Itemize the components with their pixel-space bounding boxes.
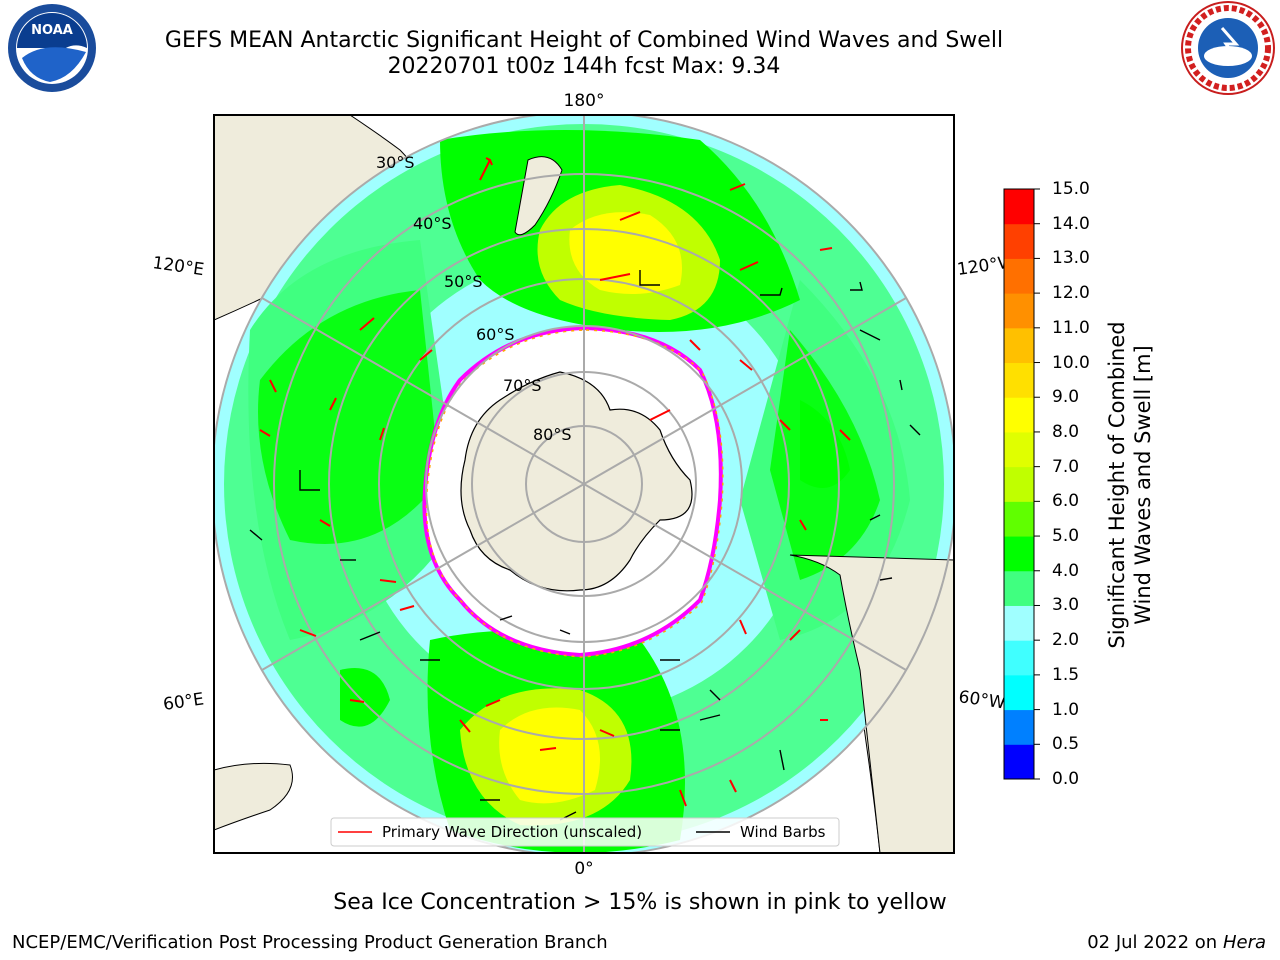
- colorbar-border: [1003, 188, 1035, 780]
- wind-barbs: [249, 270, 921, 821]
- colorbar-tick-label: 4.0: [1052, 560, 1080, 581]
- colorbar-segment: [1004, 570, 1034, 606]
- colorbar-label-line2: Wind Waves and Swell [m]: [1131, 345, 1155, 625]
- colorbar-segment: [1004, 327, 1034, 364]
- footer-credit: NCEP/EMC/Verification Post Processing Pr…: [12, 932, 608, 953]
- footer-date: 02 Jul 2022 on Hera: [1087, 932, 1266, 953]
- colorbar-tick-label: 5.0: [1052, 526, 1080, 547]
- lat-label: 60°S: [476, 325, 515, 344]
- colorbar-segment: [1004, 397, 1034, 433]
- wind-barbs-legend-label: Wind Barbs: [740, 823, 826, 841]
- nws-logo: [1181, 1, 1275, 95]
- lat-label: 30°S: [376, 153, 415, 172]
- colorbar-tick-label: 3.0: [1052, 595, 1080, 616]
- colorbar-tick-label: 10.0: [1052, 352, 1090, 373]
- colorbar-segment: [1004, 258, 1034, 294]
- colorbar-segment: [1004, 466, 1034, 502]
- antarctica-land: [460, 371, 693, 592]
- colorbar-segment: [1004, 709, 1034, 745]
- colorbar-label-line1: Significant Height of Combined: [1105, 321, 1129, 648]
- lon-label-180: 180°: [564, 91, 605, 111]
- lat-label: 40°S: [413, 214, 452, 233]
- map-legend: Primary Wave Direction (unscaled) Wind B…: [330, 817, 840, 847]
- colorbar-segment: [1004, 189, 1034, 225]
- colorbar-tick-label: 2.0: [1052, 630, 1080, 651]
- colorbar-segment: [1004, 293, 1034, 329]
- colorbar: [1003, 188, 1040, 780]
- colorbar-tick-label: 11.0: [1052, 317, 1090, 338]
- graticule: [214, 115, 954, 853]
- colorbar-tick-label: 7.0: [1052, 456, 1080, 477]
- colorbar-segment: [1004, 431, 1034, 468]
- colorbar-tick-label: 12.0: [1052, 283, 1090, 304]
- colorbar-segment: [1004, 674, 1034, 711]
- colorbar-tick-label: 0.5: [1052, 734, 1080, 755]
- colorbar-tick-label: 0.0: [1052, 769, 1080, 789]
- colorbar-segment: [1004, 605, 1034, 641]
- colorbar-tick-label: 15.0: [1052, 179, 1090, 199]
- colorbar-tick-label: 9.0: [1052, 387, 1080, 408]
- colorbar-tick-label: 14.0: [1052, 213, 1090, 234]
- south-america-land: [789, 554, 954, 853]
- wave-direction-arrows: [259, 157, 851, 807]
- map-border: [213, 114, 955, 854]
- plot-title: GEFS MEAN Antarctic Significant Height o…: [164, 28, 1004, 53]
- lat-label: 70°S: [503, 376, 542, 395]
- lon-label-60w: 60°W: [957, 687, 1006, 713]
- noaa-logo: NOAA: [8, 4, 96, 92]
- colorbar-segment: [1004, 640, 1034, 676]
- colorbar-segment: [1004, 744, 1034, 780]
- map-frame: 30°S 40°S 50°S 60°S 70°S 80°S Primary Wa…: [214, 115, 954, 853]
- sea-ice-note: Sea Ice Concentration > 15% is shown in …: [333, 890, 947, 915]
- svg-text:NOAA: NOAA: [31, 23, 73, 38]
- colorbar-tick-label: 8.0: [1052, 421, 1080, 442]
- footer-date-text: 02 Jul 2022 on: [1087, 932, 1223, 953]
- lon-label-60e: 60°E: [162, 689, 205, 714]
- colorbar-segment: [1004, 536, 1034, 572]
- colorbar-tick-label: 6.0: [1052, 491, 1080, 512]
- plot-subtitle: 20220701 t00z 144h fcst Max: 9.34: [387, 54, 781, 79]
- colorbar-segment: [1004, 501, 1034, 537]
- lat-label: 80°S: [533, 425, 572, 444]
- wave-direction-legend-label: Primary Wave Direction (unscaled): [382, 823, 642, 841]
- colorbar-tick-label: 1.0: [1052, 699, 1080, 720]
- footer-host: Hera: [1222, 932, 1266, 953]
- colorbar-segment: [1004, 362, 1034, 398]
- latitude-labels: 30°S 40°S 50°S 60°S 70°S 80°S: [376, 153, 572, 444]
- lat-label: 50°S: [444, 272, 483, 291]
- colorbar-segment: [1004, 223, 1034, 259]
- colorbar-tick-label: 13.0: [1052, 248, 1090, 269]
- lon-label-0: 0°: [574, 859, 593, 879]
- lon-label-120e: 120°E: [151, 253, 205, 280]
- colorbar-tick-label: 1.5: [1052, 664, 1080, 685]
